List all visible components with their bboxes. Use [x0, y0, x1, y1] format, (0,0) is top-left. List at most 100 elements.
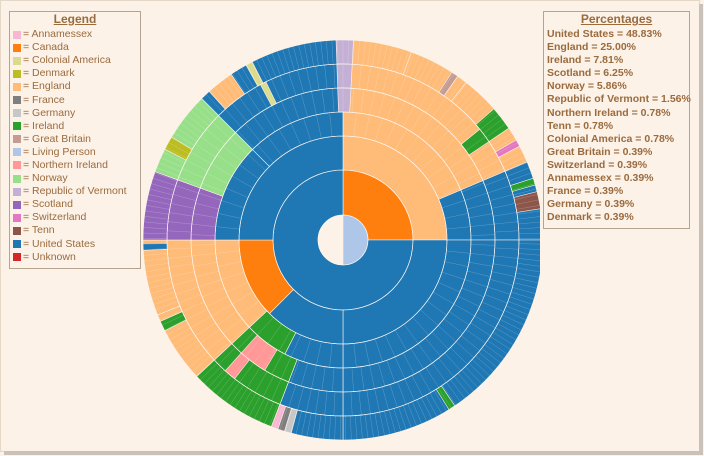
- sunburst-divider: [193, 262, 217, 267]
- legend-swatch: [13, 213, 21, 222]
- sunburst-divider: [351, 88, 354, 113]
- sunburst-divider: [446, 226, 471, 230]
- legend-item: = Northern Ireland: [10, 159, 140, 172]
- legend-swatch: [13, 253, 21, 262]
- sunburst-divider: [195, 203, 219, 210]
- sunburst-divider: [505, 162, 528, 172]
- sunburst-divider: [494, 230, 519, 233]
- legend-item: = Colonial America: [10, 54, 140, 67]
- sunburst-divider: [229, 385, 244, 406]
- sunburst-divider: [332, 88, 335, 113]
- sunburst-divider: [455, 122, 474, 139]
- sunburst-divider: [484, 294, 508, 304]
- sunburst-divider: [518, 253, 540, 256]
- sunburst-divider: [254, 371, 268, 393]
- legend-swatch: [13, 82, 21, 91]
- sunburst-divider: [337, 40, 339, 65]
- sunburst-divider: [465, 329, 486, 344]
- sunburst-divider: [300, 362, 308, 387]
- sunburst-divider: [480, 114, 499, 130]
- sunburst-accent-segment[interactable]: [337, 87, 352, 113]
- sunburst-divider: [253, 343, 268, 364]
- sunburst-divider: [169, 263, 193, 268]
- legend-swatch: [13, 226, 21, 235]
- sunburst-divider: [145, 210, 169, 215]
- sunburst-divider: [444, 109, 461, 128]
- sunburst-divider: [379, 412, 385, 436]
- sunburst-divider: [394, 101, 406, 124]
- sunburst-divider: [211, 163, 233, 177]
- sunburst-ring-boundary: [238, 135, 448, 345]
- percentage-item: Norway = 5.86%: [547, 80, 627, 93]
- sunburst-divider: [210, 90, 227, 109]
- legend-swatch: [13, 135, 21, 144]
- sunburst-divider: [507, 301, 531, 310]
- sunburst-divider: [279, 381, 289, 405]
- sunburst-divider: [156, 167, 179, 177]
- sunburst-divider: [484, 344, 505, 359]
- sunburst-divider: [427, 164, 447, 180]
- sunburst-accent-segment[interactable]: [335, 40, 354, 65]
- sunburst-divider: [450, 347, 468, 365]
- sunburst-divider: [446, 382, 461, 402]
- sunburst-divider: [362, 41, 366, 66]
- sunburst-divider: [146, 205, 170, 210]
- sunburst-divider: [474, 151, 496, 165]
- sunburst-divider: [145, 267, 170, 273]
- sunburst-divider: [239, 362, 254, 383]
- sunburst-divider: [376, 43, 383, 68]
- sunburst-divider: [425, 367, 440, 388]
- sunburst-divider: [321, 89, 326, 114]
- legend-label: = Annamessex: [23, 28, 93, 41]
- sunburst-divider: [374, 388, 380, 413]
- sunburst-divider: [216, 311, 237, 326]
- sunburst-divider: [518, 232, 540, 235]
- sunburst-divider: [143, 221, 168, 225]
- sunburst-divider: [444, 352, 461, 371]
- sunburst-divider: [431, 130, 449, 149]
- sunburst-divider: [432, 291, 454, 305]
- sunburst-divider: [253, 397, 265, 420]
- sunburst-divider: [441, 271, 465, 280]
- sunburst-divider: [149, 188, 173, 196]
- sunburst-divider: [454, 376, 470, 396]
- sunburst-divider: [201, 97, 220, 116]
- sunburst-divider: [229, 325, 249, 342]
- sunburst-divider: [262, 375, 275, 397]
- sunburst-divider: [191, 244, 216, 246]
- sunburst-divider: [369, 365, 375, 389]
- sunburst-divider: [206, 173, 229, 185]
- sunburst-divider: [332, 367, 335, 392]
- sunburst-divider: [160, 157, 183, 168]
- sunburst-accent-segment[interactable]: [336, 63, 353, 89]
- sunburst-divider: [518, 221, 540, 225]
- sunburst-divider: [261, 57, 272, 80]
- sunburst-divider: [432, 175, 454, 189]
- sunburst-divider: [257, 317, 274, 336]
- sunburst-divider: [407, 403, 417, 427]
- sunburst-divider: [393, 408, 401, 432]
- sunburst-divider: [412, 144, 429, 163]
- sunburst-divider: [333, 391, 336, 416]
- sunburst-divider: [500, 319, 522, 331]
- sunburst-divider: [144, 263, 169, 267]
- sunburst-divider: [232, 175, 254, 189]
- sunburst-divider: [271, 79, 282, 102]
- sunburst-divider: [457, 295, 480, 307]
- sunburst-divider: [491, 203, 516, 209]
- legend-box: Legend = Annamessex = Canada = Colonial Am…: [9, 11, 141, 269]
- legend-label: = Northern Ireland: [23, 158, 108, 171]
- sunburst-divider: [442, 385, 457, 406]
- sunburst-divider: [517, 210, 540, 215]
- sunburst-divider: [358, 391, 362, 416]
- sunburst-divider: [518, 227, 540, 230]
- sunburst-divider: [470, 101, 488, 119]
- sunburst-divider: [491, 271, 516, 277]
- sunburst-divider: [378, 93, 386, 118]
- sunburst-divider: [469, 213, 493, 218]
- sunburst-divider: [223, 318, 243, 334]
- sunburst-divider: [416, 399, 428, 422]
- sunburst-divider: [491, 132, 512, 146]
- sunburst-divider: [437, 187, 461, 198]
- sunburst-divider: [225, 382, 240, 402]
